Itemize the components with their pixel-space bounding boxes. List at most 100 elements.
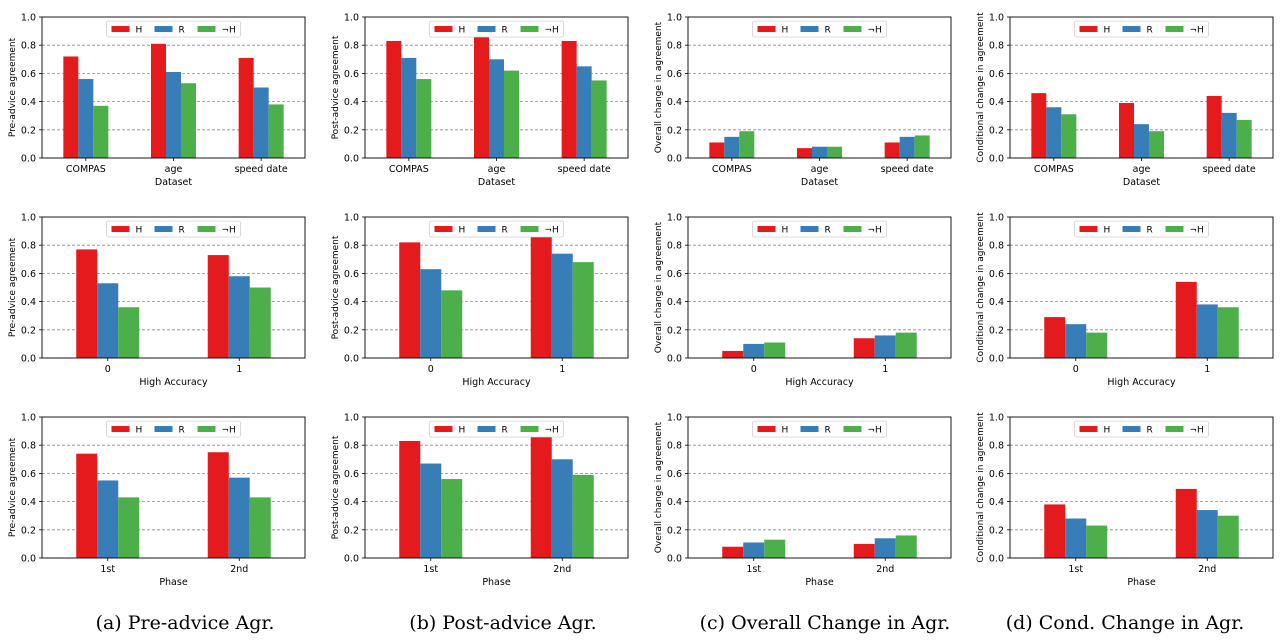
bar-¬H-1st	[1086, 525, 1108, 558]
bar-¬H-1	[1217, 307, 1239, 358]
y-tick-label: 1.0	[21, 413, 36, 424]
x-axis-label: Dataset	[478, 177, 515, 188]
bar-H-0	[399, 242, 421, 358]
y-tick-label: 0.6	[989, 469, 1004, 480]
chart-10: 0.0 0.2 0.4 0.6 0.8 1.0 1st 2nd Phase Post-advice…	[331, 413, 629, 588]
bar-R-speed date	[253, 87, 269, 158]
bar-R-0	[97, 283, 119, 358]
bar-H-1	[853, 338, 875, 358]
axes-frame	[687, 16, 952, 159]
legend-label-R: R	[502, 426, 508, 436]
bar-H-age	[1119, 103, 1134, 158]
bar-R-0	[743, 343, 765, 358]
y-axis-label: Pre-advice agreement	[8, 437, 18, 537]
legend-label-¬H: ¬H	[1190, 426, 1204, 436]
y-tick-label: 0.4	[344, 97, 359, 108]
chart-1: 0.0 0.2 0.4 0.6 0.8 1.0 COMPAS age speed date Dat…	[8, 13, 306, 188]
x-tick-label: 1st	[100, 564, 115, 575]
chart-11: 0.0 0.2 0.4 0.6 0.8 1.0 1st 2nd Phase Overall cha…	[654, 413, 952, 588]
legend-label-¬H: ¬H	[1190, 26, 1204, 36]
bar-R-0	[1065, 324, 1087, 358]
y-tick-label: 0.2	[667, 525, 682, 536]
bar-H-0	[76, 249, 98, 358]
x-tick-label: 0	[1073, 364, 1079, 375]
x-axis-label: Phase	[159, 577, 188, 588]
bar-¬H-COMPAS	[93, 105, 109, 158]
x-tick-label: COMPAS	[1034, 164, 1074, 175]
x-axis-label: High Accuracy	[785, 377, 854, 388]
x-tick-label: COMPAS	[389, 164, 429, 175]
legend-box	[752, 20, 887, 38]
x-tick-label: 1st	[1068, 564, 1083, 575]
legend-swatch-¬H	[1165, 426, 1184, 432]
bar-R-age	[489, 59, 504, 158]
x-tick-label: 2nd	[553, 564, 571, 575]
x-tick-label: speed date	[235, 164, 288, 175]
legend-swatch-¬H	[520, 426, 539, 432]
bar-¬H-speed date	[591, 80, 607, 158]
y-tick-label: 0.2	[344, 325, 359, 336]
axes-frame	[1009, 216, 1274, 359]
chart-9: 0.0 0.2 0.4 0.6 0.8 1.0 1st 2nd Phase Pre-advice …	[8, 413, 306, 588]
y-tick-label: 0.8	[989, 41, 1004, 52]
y-tick-label: 0.8	[21, 41, 36, 52]
bar-H-COMPAS	[709, 142, 725, 158]
bar-H-1st	[399, 440, 421, 558]
legend-label-H: H	[782, 226, 789, 236]
chart-6: 0.0 0.2 0.4 0.6 0.8 1.0 0 1 High Accuracy Post-ad…	[331, 213, 629, 388]
legend-label-¬H: ¬H	[868, 426, 882, 436]
bar-R-1	[1196, 304, 1218, 358]
bar-H-1	[530, 236, 552, 358]
legend-box	[1074, 420, 1209, 438]
y-tick-label: 0.0	[21, 354, 36, 365]
legend-swatch-R	[800, 26, 819, 32]
bar-¬H-2nd	[1217, 515, 1239, 558]
legend-label-H: H	[136, 26, 143, 36]
y-axis-label: Overall change in agreement	[654, 421, 664, 553]
y-tick-label: 1.0	[21, 213, 36, 224]
legend-swatch-R	[154, 426, 173, 432]
legend-swatch-¬H	[520, 226, 539, 232]
x-tick-label: 1st	[746, 564, 761, 575]
legend-swatch-H	[757, 226, 776, 232]
legend-swatch-¬H	[197, 226, 216, 232]
bar-H-2nd	[1175, 488, 1197, 558]
legend-swatch-R	[154, 26, 173, 32]
x-axis-label: High Accuracy	[462, 377, 531, 388]
x-tick-label: age	[811, 164, 829, 175]
bar-¬H-speed date	[1236, 119, 1252, 158]
y-tick-label: 0.4	[667, 497, 682, 508]
y-tick-label: 0.0	[667, 554, 682, 565]
y-axis-label: Conditional change in agreement	[976, 212, 986, 363]
y-tick-label: 0.2	[21, 325, 36, 336]
y-tick-label: 0.4	[21, 497, 36, 508]
legend-swatch-H	[434, 26, 453, 32]
y-tick-label: 0.0	[989, 154, 1004, 165]
legend-label-H: H	[782, 426, 789, 436]
y-tick-label: 0.2	[989, 525, 1004, 536]
y-tick-label: 0.8	[344, 441, 359, 452]
legend-label-H: H	[459, 26, 466, 36]
y-axis-label: Pre-advice agreement	[8, 37, 18, 137]
caption-d: (d) Cond. Change in Agr.	[1005, 612, 1245, 634]
axes-frame	[687, 416, 952, 559]
legend-label-R: R	[502, 26, 508, 36]
y-axis-label: Pre-advice agreement	[8, 237, 18, 337]
legend-box	[429, 420, 564, 438]
legend-swatch-¬H	[197, 426, 216, 432]
y-tick-label: 0.2	[989, 325, 1004, 336]
bar-R-1	[551, 253, 573, 358]
bar-H-1st	[76, 453, 98, 558]
bar-H-COMPAS	[63, 56, 79, 159]
chart-3: 0.0 0.2 0.4 0.6 0.8 1.0 COMPAS age speed date Dat…	[654, 13, 952, 188]
bar-R-COMPAS	[401, 57, 417, 158]
bar-R-1st	[97, 480, 119, 558]
bar-H-age	[151, 43, 166, 158]
x-axis-label: Phase	[1127, 577, 1156, 588]
x-axis-label: High Accuracy	[139, 377, 208, 388]
x-tick-label: 1	[1204, 364, 1210, 375]
axes-frame	[1009, 416, 1274, 559]
y-tick-label: 0.8	[344, 241, 359, 252]
legend-label-¬H: ¬H	[222, 226, 236, 236]
legend-swatch-¬H	[843, 26, 862, 32]
